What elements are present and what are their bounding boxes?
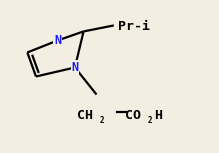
Text: 2: 2 xyxy=(100,116,104,125)
Text: 2: 2 xyxy=(147,116,152,125)
Text: N: N xyxy=(54,34,61,47)
Text: CH: CH xyxy=(77,109,93,122)
Text: N: N xyxy=(71,61,78,74)
Text: Pr-i: Pr-i xyxy=(118,21,150,33)
Text: CO: CO xyxy=(125,109,141,122)
Text: H: H xyxy=(154,109,162,122)
